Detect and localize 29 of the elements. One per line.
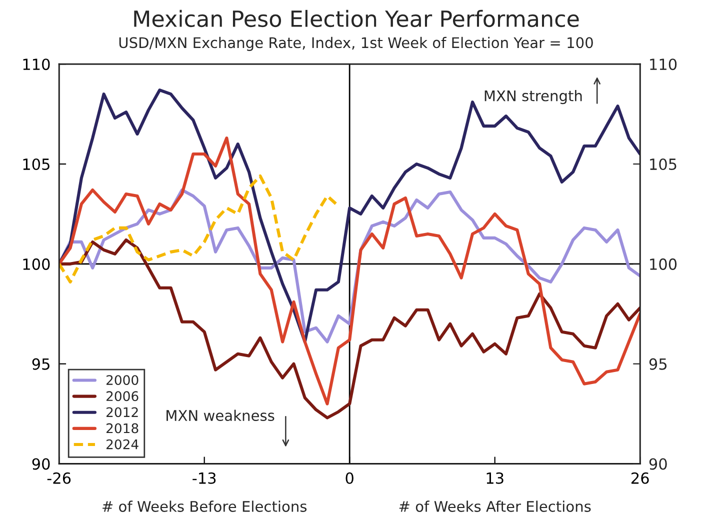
y-tick-label: 95	[32, 358, 50, 370]
legend-label: 2000	[106, 375, 138, 386]
y-tick-label: 105	[23, 158, 50, 170]
line-series	[59, 136, 640, 406]
legend-label: 2012	[106, 407, 138, 418]
legend-label: 2024	[106, 439, 138, 450]
x-tick-label: -13	[192, 472, 216, 484]
line-series	[59, 238, 640, 420]
y2-tick-label: 95	[649, 358, 667, 370]
x-tick-label: 13	[486, 472, 504, 484]
text: # of Weeks Before Elections	[102, 500, 307, 512]
y2-tick-label: 100	[650, 258, 677, 270]
y2-tick-label: 105	[650, 158, 676, 170]
chart-subtitle: USD/MXN Exchange Rate, Index, 1st Week of Election Year = 100	[119, 36, 593, 51]
y2-tick-label: 90	[649, 458, 667, 470]
x-tick-label: 0	[346, 472, 354, 484]
y-tick-label: 100	[23, 258, 50, 270]
text: # of Weeks After Elections	[399, 500, 591, 512]
annotation: MXN strength	[484, 90, 582, 104]
x-tick-label: -26	[47, 472, 71, 484]
line-series	[59, 88, 640, 344]
y2-tick-label: 110	[650, 58, 677, 70]
y-tick-label: 110	[23, 58, 50, 70]
chart-title: Mexican Peso Election Year Performance	[134, 10, 579, 28]
legend-label: 2006	[106, 391, 138, 402]
legend-label: 2018	[106, 423, 138, 434]
y-tick-label: 90	[32, 458, 50, 470]
x-tick-label: 26	[631, 472, 649, 484]
annotation: MXN weakness	[166, 410, 274, 422]
